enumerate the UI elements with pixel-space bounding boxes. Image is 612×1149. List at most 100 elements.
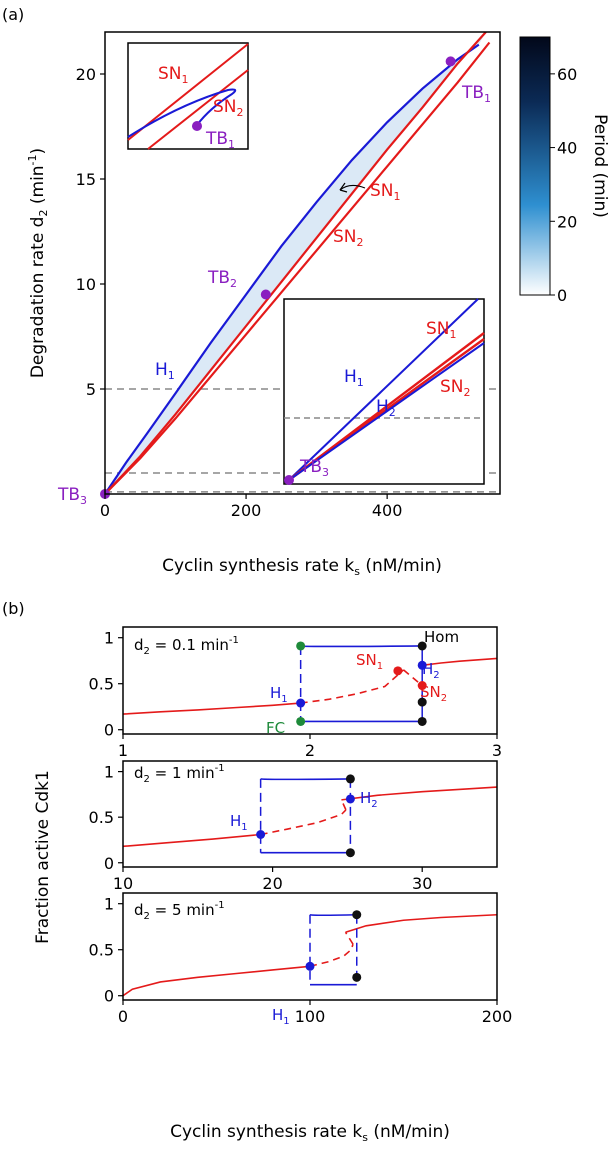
label-sn1: SN1: [370, 181, 401, 203]
point-hom-top: [352, 910, 362, 920]
point-hom-top: [345, 774, 355, 784]
sub1-label-sn2: SN2: [420, 683, 447, 704]
label-tb1: TB1: [461, 83, 491, 105]
point-hom-top: [417, 641, 427, 651]
point-hom-mid: [417, 697, 427, 707]
a-xtick-label: 200: [231, 501, 262, 520]
label-sn2: SN2: [333, 227, 364, 249]
sub3-label-h1: H1: [272, 1006, 290, 1027]
curve-sn2: [105, 41, 491, 494]
cbar-tick-label: 40: [557, 139, 577, 158]
sub1-label-fc: FC: [266, 719, 285, 737]
point-hom-bottom: [352, 972, 362, 982]
cbar-tick-label: 60: [557, 65, 577, 84]
inset-top-sn2: [147, 69, 249, 150]
colorbar: 0 20 40 60 Period (min): [519, 36, 610, 305]
xtick-label: 30: [412, 874, 432, 893]
xtick-label: 2: [305, 741, 315, 760]
inset-bottom-label-sn2: SN2: [440, 377, 471, 399]
label-tb3: TB3: [57, 485, 87, 507]
point-h1: [256, 830, 266, 840]
sub1-label-hom: Hom: [424, 628, 459, 646]
sub3-d2-label: d2 = 5 min-1: [134, 900, 225, 922]
xtick-label: 1: [118, 741, 128, 760]
colorbar-label: Period (min): [590, 114, 610, 218]
sub1-label-h1: H1: [270, 684, 288, 705]
ytick-label: 0.5: [89, 808, 114, 827]
inset-bottom-h1: [288, 298, 479, 481]
point-tb2: [260, 289, 271, 300]
sub1-label-sn1: SN1: [356, 651, 383, 672]
a-xtick-label: 0: [100, 501, 110, 520]
stable-branch-low: [122, 965, 311, 997]
point-h1: [296, 698, 306, 708]
sub2-label-h2: H2: [360, 789, 378, 810]
unstable-branch-mid: [340, 799, 347, 811]
a-ytick-label: 15: [76, 170, 96, 189]
unstable-branch-mid: [344, 931, 354, 945]
inset-bottom-tb3-point: [284, 475, 294, 485]
point-h1: [305, 961, 315, 971]
point-hom-bottom: [417, 716, 427, 726]
a-ytick-label: 10: [76, 275, 96, 294]
inset-top-h1: [127, 88, 237, 138]
panel-a-frame: [104, 31, 501, 495]
stable-branch-high: [345, 913, 498, 933]
subplot-frame: [122, 760, 498, 868]
sub2-d2-label: d2 = 1 min-1: [134, 763, 225, 785]
stable-branch-high: [422, 657, 498, 667]
ytick-label: 0.5: [89, 675, 114, 694]
label-h1: H1: [155, 360, 175, 382]
colorbar-gradient: [519, 36, 551, 296]
sub2-label-h1: H1: [230, 812, 248, 833]
ytick-label: 0: [104, 721, 114, 740]
panel-a-label: (a): [2, 5, 24, 24]
a-xtick-label: 400: [372, 501, 403, 520]
inset-bottom-label-tb3: TB3: [299, 457, 329, 479]
a-ytick-label: 5: [86, 380, 96, 399]
stable-branch-low: [122, 833, 261, 848]
curve-h1: [105, 43, 480, 494]
inset-bottom-label-sn1: SN1: [426, 319, 457, 341]
subplot-3: 0 100 200 0 0.5 1: [89, 892, 512, 1026]
point-fc-bottom: [296, 716, 306, 726]
sub1-label-h2: H2: [422, 660, 440, 681]
inset-bottom-label-h1: H1: [344, 367, 364, 389]
unstable-branch-mid: [402, 669, 423, 687]
inset-bottom: SN1 SN2 H1 H2 TB3: [283, 298, 485, 485]
panel-b-xlabel: Cyclin synthesis rate ks (nM/min): [170, 1122, 450, 1144]
cbar-tick-label: 0: [557, 286, 567, 305]
inset-bottom-label-h2: H2: [376, 397, 396, 419]
point-sn2: [417, 681, 427, 691]
ytick-label: 0: [104, 987, 114, 1006]
panel-b-ylabel: Fraction active Cdk1: [33, 770, 53, 944]
xtick-label: 100: [295, 1007, 326, 1026]
sub1-d2-label: d2 = 0.1 min-1: [134, 635, 239, 657]
xtick-label: 3: [492, 741, 502, 760]
panel-a-ticks: 0 200 400 5 10 15 20: [76, 65, 403, 520]
ytick-label: 1: [104, 629, 114, 648]
xtick-label: 20: [262, 874, 282, 893]
panel-a-ylabel: Degradation rate d2 (min-1): [26, 148, 50, 378]
cbar-tick-label: 20: [557, 212, 577, 231]
subplot-2: 10 20 30 0 0.5 1: [89, 760, 498, 893]
panel-b-label: (b): [2, 599, 25, 618]
colorbar-ticks: 0 20 40 60: [550, 65, 577, 305]
unstable-branch: [300, 669, 405, 704]
unstable-branch: [309, 943, 354, 968]
ytick-label: 0: [104, 854, 114, 873]
xtick-label: 0: [118, 1007, 128, 1026]
ytick-label: 0.5: [89, 941, 114, 960]
ytick-label: 1: [104, 895, 114, 914]
curve-sn1: [105, 32, 487, 494]
stable-branch-high: [341, 786, 498, 801]
ytick-label: 1: [104, 763, 114, 782]
point-h2: [417, 660, 427, 670]
stable-branch-low: [122, 702, 301, 715]
inset-top-label-sn2: SN2: [213, 97, 244, 119]
point-fc-top: [296, 641, 306, 651]
point-tb1: [445, 56, 456, 67]
